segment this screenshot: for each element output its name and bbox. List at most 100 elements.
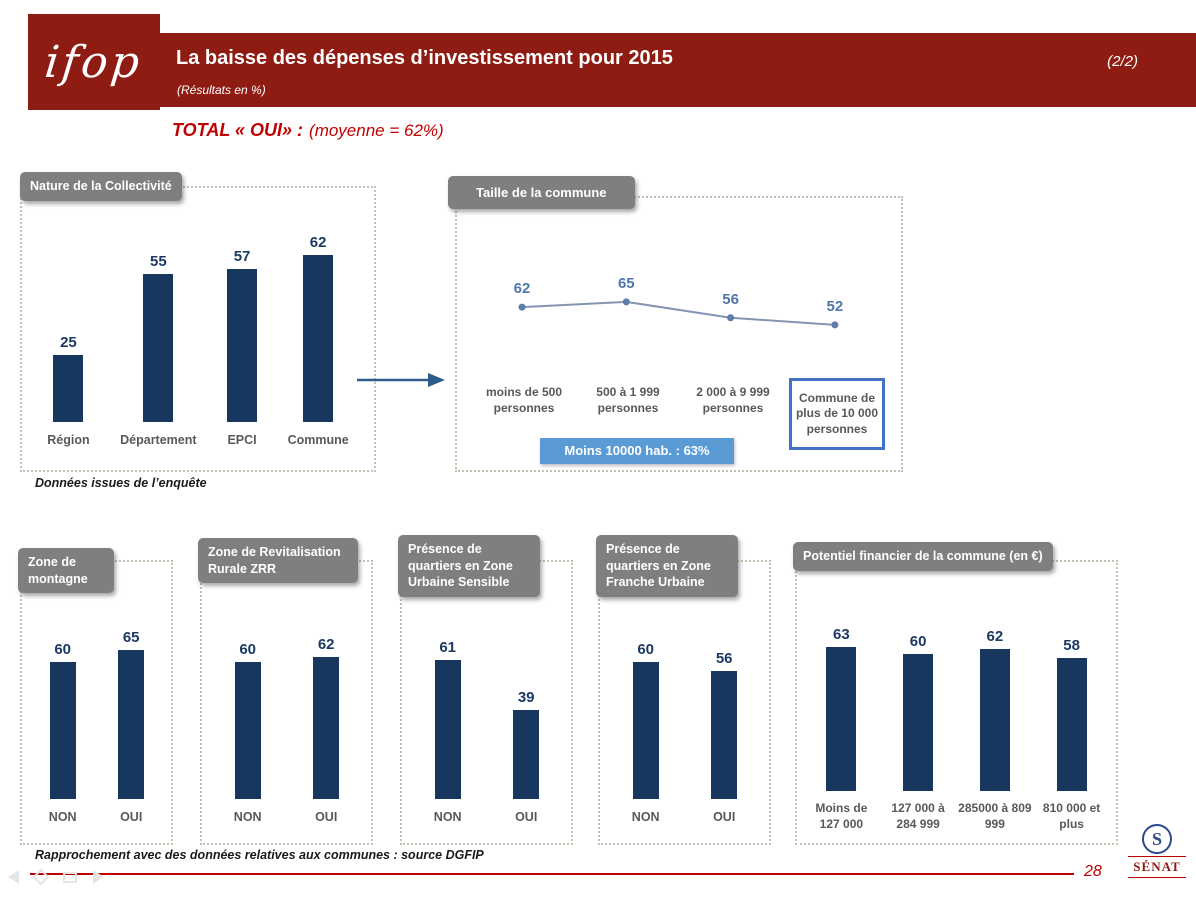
panel-nature-collectivite: Nature de la Collectivité 25 Région 55 Dépa… [20, 172, 376, 472]
panel-zone-montagne: Zone de montagne 60 NON 65 OUI [18, 548, 173, 845]
highlighted-category-box: Commune de plus de 10 000 personnes [789, 378, 885, 450]
bar-value-label: 60 [637, 641, 655, 658]
line-category-label: 500 à 1 999 personnes [596, 385, 660, 416]
bar [53, 355, 84, 422]
bar [903, 654, 934, 791]
category-label: NON [433, 810, 462, 824]
line-category-label: moins de 500 personnes [485, 385, 563, 416]
page-title: La baisse des dépenses d’investissement … [176, 47, 673, 69]
bar [711, 671, 738, 799]
bar-value-label: 62 [317, 636, 335, 653]
category-label: Région [47, 433, 90, 447]
line-point-value-label: 56 [722, 290, 739, 308]
category-label: EPCI [227, 433, 257, 447]
category-label: 285000 à 809 999 [958, 801, 1032, 831]
category-label: OUI [515, 810, 538, 824]
category-label: 127 000 à 284 999 [891, 801, 945, 831]
panel-taille-commune: Taille de la commune moins de 500 person… [448, 176, 903, 472]
bar-value-label: 25 [60, 334, 77, 351]
panel-zone-franche-urbaine: Présence de quartiers en Zone Franche Ur… [596, 535, 771, 845]
bar [434, 660, 461, 799]
category-label: Commune [287, 433, 349, 447]
survey-source-note: Données issues de l’enquête [35, 476, 207, 490]
bar [143, 274, 174, 422]
footer-source-note: Rapprochement avec des données relatives… [35, 848, 484, 862]
category-label: NON [48, 810, 77, 824]
senat-logo-text: SÉNAT [1128, 856, 1186, 878]
category-label: NON [631, 810, 660, 824]
line-point-value-label: 65 [617, 274, 635, 292]
total-oui-label: TOTAL « OUI» : [172, 120, 304, 140]
ifop-logo: ifop [28, 14, 160, 110]
bar-column: 60 NON [234, 618, 262, 837]
category-label: OUI [120, 810, 143, 824]
pen-icon[interactable] [32, 868, 50, 886]
bar-column: 60 NON [632, 618, 660, 837]
senat-logo: S SÉNAT [1128, 824, 1186, 892]
bar-column: 62 285000 à 809 999 [958, 614, 1032, 839]
bar [1056, 658, 1087, 791]
bar-chart-nature: 25 Région 55 Département 57 EPCI 62 Commune [32, 222, 364, 462]
category-label: OUI [315, 810, 338, 824]
callout-moins-10000: Moins 10000 hab. : 63% [540, 438, 734, 464]
panel-zone-zrr: Zone de Revitalisation Rurale ZRR 60 NON 6… [198, 538, 373, 845]
bar-column: 62 OUI [313, 618, 340, 837]
bar-column: 55 Département [120, 222, 196, 462]
header-bar: La baisse des dépenses d’investissement … [160, 33, 1196, 107]
bar-column: 56 OUI [711, 618, 738, 837]
category-label: NON [233, 810, 262, 824]
bar-chart-zrr: 60 NON 62 OUI [208, 618, 365, 837]
ifop-logo-text: ifop [42, 36, 146, 88]
bar-value-label: 60 [239, 641, 257, 658]
bar [826, 647, 857, 791]
total-oui-value: (moyenne = 62%) [309, 121, 444, 140]
panel-title-zus: Présence de quartiers en Zone Urbaine Se… [398, 535, 540, 597]
bar-value-label: 55 [149, 253, 167, 270]
line-chart-taille [518, 298, 839, 329]
arrow-icon [357, 373, 445, 387]
bar-value-label: 62 [986, 628, 1004, 645]
line-category-label: 2 000 à 9 999 personnes [696, 385, 770, 416]
bar [979, 649, 1010, 791]
forward-arrow-icon[interactable] [93, 870, 104, 884]
bar-value-label: 58 [1063, 637, 1080, 654]
bar [49, 662, 76, 799]
bar-column: 60 127 000 à 284 999 [881, 614, 955, 839]
line-point-value-label: 62 [513, 280, 531, 298]
bar [513, 710, 540, 799]
panel-title-nature: Nature de la Collectivité [20, 172, 182, 201]
bar-column: 39 OUI [513, 618, 540, 837]
line-point-value-label: 52 [826, 297, 844, 315]
bar-value-label: 56 [715, 650, 733, 667]
bar-column: 57 EPCI [227, 222, 258, 462]
category-label: Département [120, 433, 197, 447]
category-label: OUI [713, 810, 736, 824]
slides-overview-icon[interactable] [63, 871, 77, 883]
page-subtitle: (Résultats en %) [177, 83, 266, 97]
panel-title-zrr: Zone de Revitalisation Rurale ZRR [198, 538, 358, 583]
category-label: 810 000 et plus [1042, 801, 1101, 831]
slide-part-marker: (2/2) [1107, 53, 1138, 70]
bar [313, 657, 340, 799]
panel-potentiel-financier: Potentiel financier de la commune (en €)… [793, 542, 1118, 845]
footer-divider [30, 873, 1074, 875]
bar [118, 650, 145, 799]
total-oui-line: TOTAL « OUI» : (moyenne = 62%) [172, 120, 444, 141]
bar-chart-zus: 61 NON 39 OUI [408, 618, 565, 837]
bar-column: 63 Moins de 127 000 [804, 614, 878, 839]
bar-value-label: 62 [309, 234, 327, 251]
panel-title-taille: Taille de la commune [448, 176, 635, 210]
back-arrow-icon[interactable] [8, 870, 19, 884]
senat-emblem-icon: S [1142, 824, 1172, 854]
bar-value-label: 63 [833, 626, 850, 643]
bar-chart-potentiel: 63 Moins de 127 000 60 127 000 à 284 999 62 2… [803, 614, 1110, 839]
bar-column: 25 Région [47, 222, 89, 462]
panel-title-montagne: Zone de montagne [18, 548, 114, 593]
category-label: Moins de 127 000 [815, 801, 868, 831]
page-number: 28 [1084, 863, 1102, 880]
presenter-controls-ghost [8, 868, 104, 886]
bar-column: 61 NON [434, 618, 462, 837]
bar-value-label: 60 [909, 633, 927, 650]
bar-column: 60 NON [49, 618, 77, 837]
